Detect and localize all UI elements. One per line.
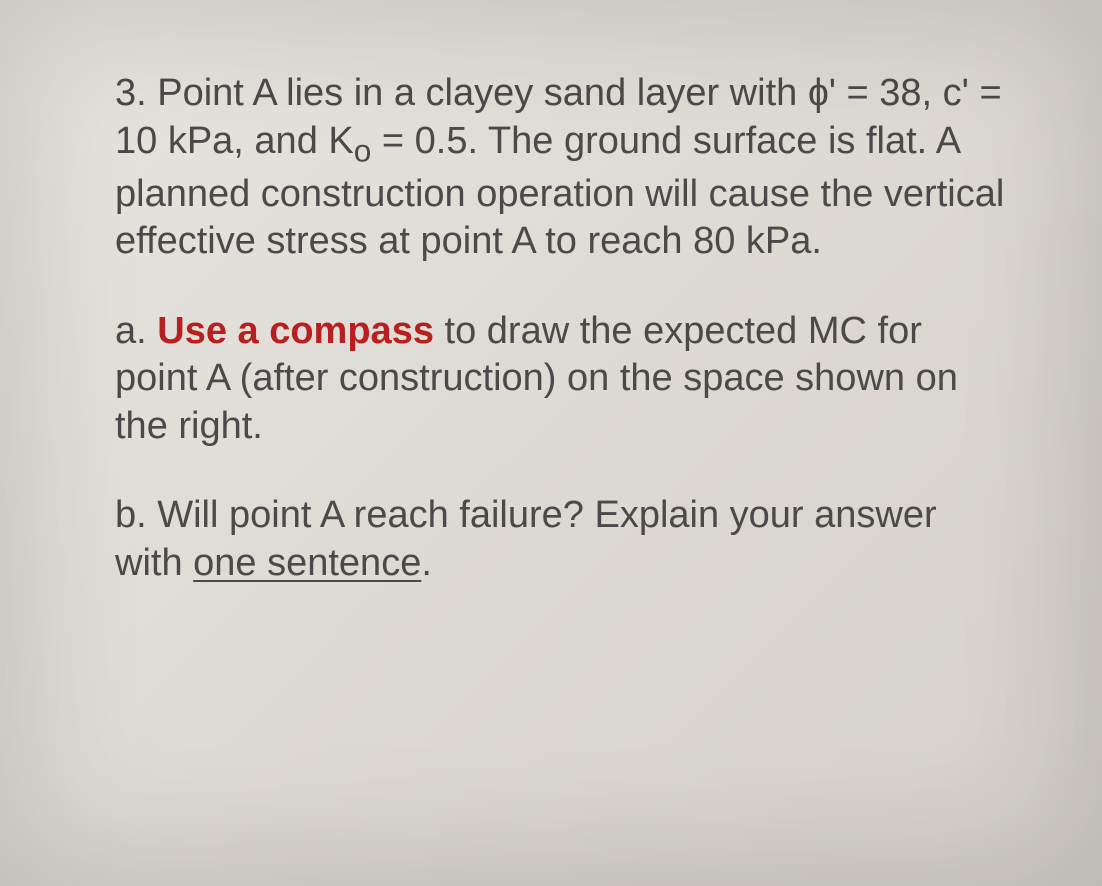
question-content: 3. Point A lies in a clayey sand layer w… xyxy=(115,70,1007,587)
part-a-prefix: a. xyxy=(115,310,157,352)
part-a-text: a. Use a compass to draw the expected MC… xyxy=(115,308,1007,451)
main-question-text: 3. Point A lies in a clayey sand layer w… xyxy=(115,70,1007,266)
subscript-o: o xyxy=(354,132,372,168)
part-b-suffix: . xyxy=(421,542,432,584)
part-b-text: b. Will point A reach failure? Explain y… xyxy=(115,492,1007,587)
part-b-underlined: one sentence xyxy=(193,542,421,584)
part-a-emphasis: Use a compass xyxy=(157,310,434,352)
